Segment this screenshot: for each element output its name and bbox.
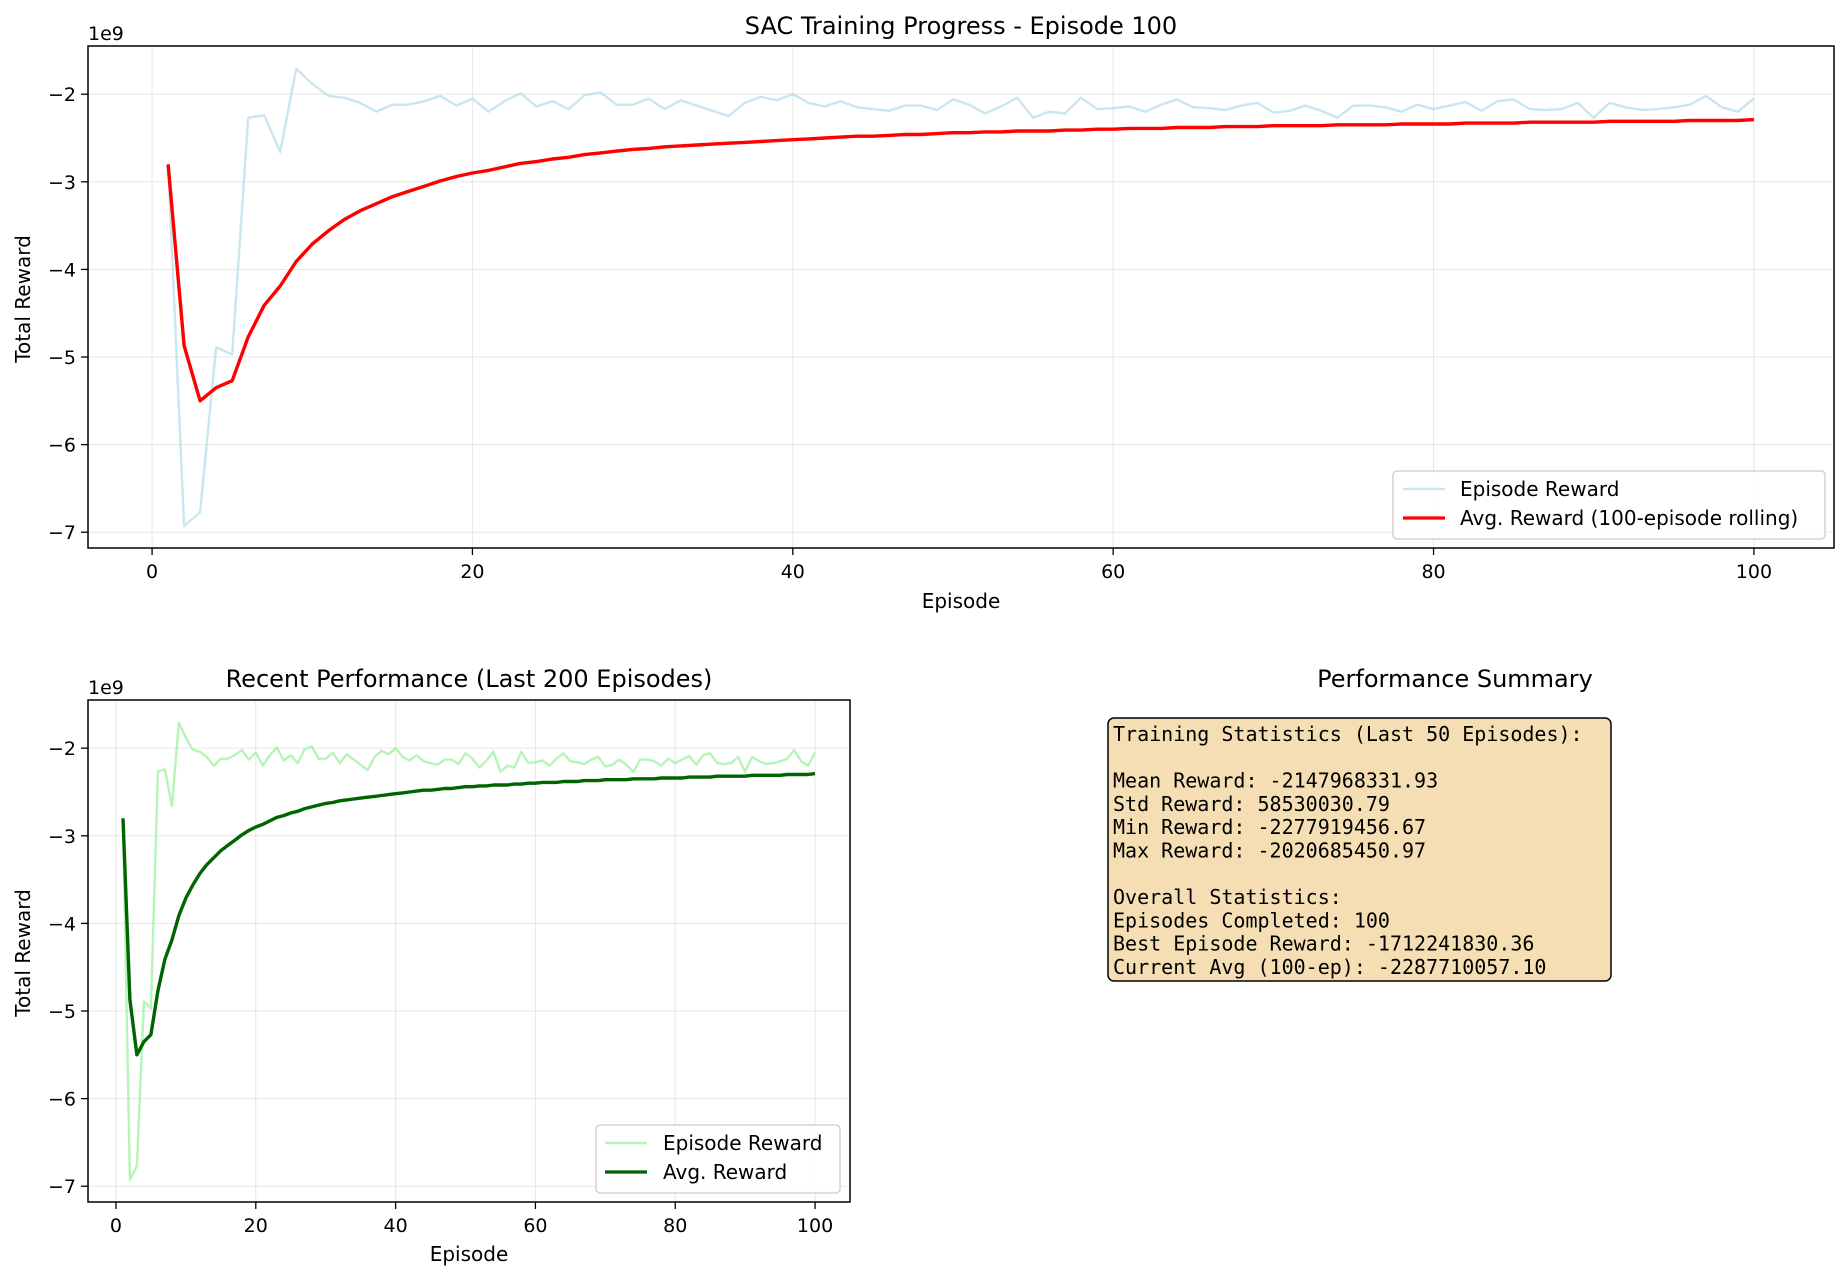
x-tick-label: 80: [1421, 561, 1445, 583]
y-tick-label: −3: [48, 826, 76, 848]
x-tick-label: 20: [460, 561, 484, 583]
x-tick-label: 20: [244, 1215, 268, 1237]
y-tick-label: −6: [48, 435, 76, 457]
legend-label-episode-reward: Episode Reward: [663, 1131, 822, 1155]
stats-lines: Training Statistics (Last 50 Episodes): M…: [1113, 722, 1583, 979]
legend-box: [595, 1124, 841, 1194]
legend-box: [1392, 470, 1826, 540]
stats-line: Current Avg (100-ep): -2287710057.10: [1113, 955, 1546, 979]
y-axis-label: Total Reward: [11, 889, 35, 1018]
avg-reward-line: [166, 117, 1754, 403]
x-tick-label: 80: [663, 1215, 687, 1237]
episode-reward-line: [121, 721, 817, 1182]
y-axis-label: Total Reward: [11, 235, 35, 364]
series-lines: [166, 67, 1755, 528]
stats-line: Mean Reward: -2147968331.93: [1113, 769, 1438, 793]
stats-line: Std Reward: 58530030.79: [1113, 792, 1390, 816]
legend: Episode Reward Avg. Reward (100-episode …: [1392, 470, 1826, 540]
stats-box: [1107, 717, 1612, 982]
chart-title: SAC Training Progress - Episode 100: [745, 12, 1177, 40]
x-tick-label: 40: [384, 1215, 408, 1237]
x-tick-label: 40: [781, 561, 805, 583]
legend-label-episode-reward: Episode Reward: [1460, 477, 1619, 501]
y-tick-label: −2: [48, 738, 76, 760]
y-tick-label: −5: [48, 347, 76, 369]
stats-line: Training Statistics (Last 50 Episodes):: [1113, 722, 1583, 746]
y-offset-label: 1e9: [88, 677, 124, 699]
summary-title: Performance Summary: [1317, 665, 1593, 693]
grid-lines: [88, 700, 850, 1202]
y-tick-label: −3: [48, 172, 76, 194]
x-tick-label: 100: [797, 1215, 833, 1237]
x-tick-label: 60: [1101, 561, 1125, 583]
stats-line: Max Reward: -2020685450.97: [1113, 839, 1426, 863]
x-tick-label: 0: [146, 561, 158, 583]
x-axis-label: Episode: [922, 589, 1001, 613]
axis-ticks: 0 20 40 60 80 100 −7 −6 −5 −4 −3 −2: [48, 738, 833, 1237]
y-tick-label: −7: [48, 1176, 76, 1198]
series-lines: [121, 721, 817, 1182]
stats-line: Overall Statistics:: [1113, 885, 1342, 909]
y-tick-label: −7: [48, 522, 76, 544]
plot-frame: [87, 699, 851, 1203]
plot-frame: [87, 45, 1835, 549]
episode-reward-line: [166, 67, 1755, 528]
legend-label-avg-reward: Avg. Reward: [663, 1160, 787, 1184]
y-tick-label: −4: [48, 913, 76, 935]
y-tick-label: −5: [48, 1001, 76, 1023]
legend-label-avg-reward: Avg. Reward (100-episode rolling): [1460, 506, 1798, 530]
stats-line: Best Episode Reward: -1712241830.36: [1113, 932, 1534, 956]
y-tick-label: −4: [48, 259, 76, 281]
avg-reward-line: [121, 771, 816, 1057]
y-tick-label: −6: [48, 1089, 76, 1111]
y-offset-label: 1e9: [88, 23, 124, 45]
x-tick-label: 0: [110, 1215, 122, 1237]
x-tick-label: 60: [523, 1215, 547, 1237]
performance-summary-panel: Performance Summary Training Statistics …: [1107, 665, 1612, 982]
axis-ticks: 0 20 40 60 80 100 −7 −6 −5 −4 −3 −2: [48, 84, 1772, 583]
recent-performance-chart: Recent Performance (Last 200 Episodes) 1…: [11, 665, 851, 1266]
chart-title: Recent Performance (Last 200 Episodes): [226, 665, 713, 693]
y-tick-label: −2: [48, 84, 76, 106]
stats-line: Min Reward: -2277919456.67: [1113, 815, 1426, 839]
stats-line: Episodes Completed: 100: [1113, 908, 1390, 932]
training-progress-chart: SAC Training Progress - Episode 100 1e9 …: [11, 12, 1835, 613]
legend: Episode Reward Avg. Reward: [595, 1124, 841, 1194]
x-axis-label: Episode: [430, 1242, 509, 1266]
x-tick-label: 100: [1736, 561, 1772, 583]
